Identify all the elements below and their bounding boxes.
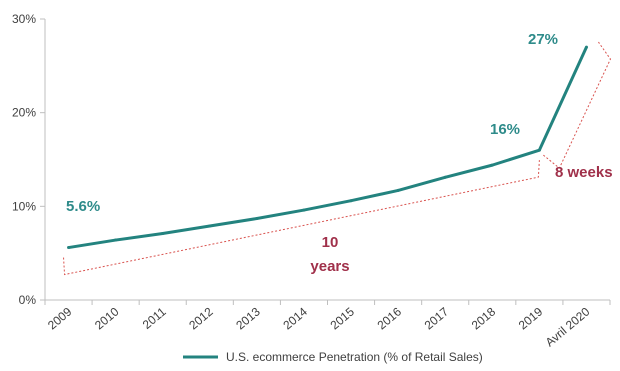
data-point (208, 224, 212, 228)
annotation-start-value: 5.6% (66, 198, 100, 215)
data-point (537, 148, 541, 152)
data-point (443, 175, 447, 179)
x-tick-label: 2010 (92, 304, 122, 332)
data-point (349, 199, 353, 203)
data-point (161, 231, 165, 235)
y-tick-label: 20% (12, 106, 36, 120)
y-tick-label: 10% (12, 199, 36, 213)
x-tick-label: 2015 (328, 304, 358, 332)
y-axis-ticks: 0% 10% 20% 30% (12, 12, 45, 307)
bracket-eight-weeks (543, 41, 612, 169)
annotation-eight-weeks: 8 weeks (555, 164, 613, 181)
data-point (490, 163, 494, 167)
data-point (255, 217, 259, 221)
series-layer (67, 45, 588, 250)
legend-label: U.S. ecommerce Penetration (% of Retail … (226, 350, 483, 364)
annotation-2019-value: 16% (490, 121, 520, 138)
series-line (68, 46, 588, 250)
x-tick-label: 2018 (469, 304, 499, 332)
data-point (584, 45, 588, 49)
annotation-ten-years-label: years (310, 258, 349, 275)
legend: U.S. ecommerce Penetration (% of Retail … (183, 350, 483, 364)
annotation-2020-value: 27% (528, 31, 558, 48)
x-tick-label: 2016 (375, 304, 405, 332)
y-tick-label: 0% (19, 293, 37, 307)
bracket-ten-years (63, 160, 540, 276)
x-tick-label: 2013 (233, 304, 263, 332)
x-axis-ticks: 2009 2010 2011 2012 2013 2014 2015 2016 2017 2018… (44, 300, 611, 349)
x-tick-label: 2017 (422, 304, 452, 332)
data-point (302, 208, 306, 212)
x-tick-label: 2012 (186, 304, 216, 332)
annotation-ten-years-number: 10 (322, 234, 339, 251)
data-point (114, 238, 118, 242)
data-point (396, 188, 400, 192)
x-tick-label: 2009 (45, 304, 75, 332)
data-point (67, 246, 71, 250)
y-tick-label: 30% (12, 12, 36, 26)
x-tick-label: 2011 (140, 304, 169, 332)
span-brackets (63, 41, 612, 276)
x-tick-label: 2014 (280, 304, 310, 332)
x-tick-label: Avril 2020 (543, 304, 593, 349)
x-tick-label: 2019 (516, 304, 546, 332)
